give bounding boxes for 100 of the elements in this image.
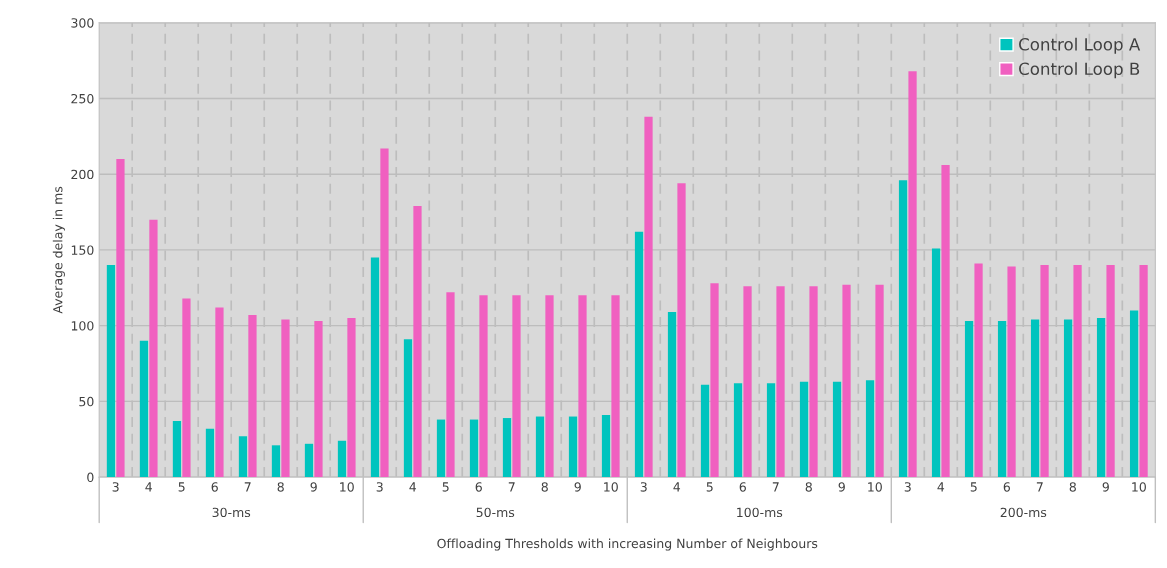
legend-label: Control Loop A xyxy=(1019,37,1141,54)
bar xyxy=(139,340,149,478)
bar xyxy=(611,295,620,478)
bar xyxy=(281,319,290,478)
x-tick-label: 8 xyxy=(805,482,812,492)
bar xyxy=(1030,319,1040,478)
x-tick-label: 6 xyxy=(739,482,746,492)
bar xyxy=(733,383,743,478)
bar xyxy=(347,318,356,478)
bar xyxy=(865,380,875,478)
bar xyxy=(149,219,158,478)
x-tick-label: 4 xyxy=(409,482,417,492)
x-tick-label: 7 xyxy=(244,482,251,492)
x-tick-label: 3 xyxy=(640,482,647,492)
x-tick-label: 9 xyxy=(838,482,845,492)
bar xyxy=(248,315,257,478)
x-tick-label: 4 xyxy=(937,482,945,492)
bar xyxy=(545,295,554,478)
bar xyxy=(832,381,842,478)
bar xyxy=(502,418,512,478)
bar xyxy=(413,205,422,478)
text: 100-ms xyxy=(737,507,783,518)
bar xyxy=(535,416,545,478)
bar xyxy=(898,180,908,478)
bar xyxy=(1139,265,1148,478)
x-tick-label: 6 xyxy=(475,482,482,492)
x-tick-label: 7 xyxy=(508,482,515,492)
bar xyxy=(512,295,521,478)
y-tick-label: 100 xyxy=(71,321,94,331)
bar xyxy=(1007,266,1016,478)
x-tick-label: 6 xyxy=(211,482,218,492)
bar xyxy=(182,298,191,478)
bar xyxy=(436,419,446,478)
x-tick-label: 4 xyxy=(145,482,152,492)
x-axis-title: Offloading Thresholds with increasing Number of Neighbours xyxy=(437,538,818,551)
x-tick-label: 5 xyxy=(442,482,449,492)
y-tick-label: 0 xyxy=(87,472,94,483)
bar xyxy=(644,116,653,478)
bar xyxy=(568,416,578,478)
bar xyxy=(314,321,323,478)
bar xyxy=(370,257,380,478)
bar xyxy=(710,283,719,478)
x-tick-label: 10 xyxy=(340,482,354,492)
bar xyxy=(799,381,809,478)
x-tick-label: 10 xyxy=(868,482,882,492)
bar xyxy=(1040,265,1049,478)
x-tick-label: 9 xyxy=(1102,482,1109,492)
x-tick-label: 5 xyxy=(178,482,185,492)
bar xyxy=(875,284,884,478)
bar xyxy=(634,231,644,478)
bar xyxy=(1063,319,1073,478)
bar xyxy=(997,321,1007,478)
bar xyxy=(215,307,224,478)
x-tick-label: 10 xyxy=(604,482,618,492)
bar xyxy=(974,263,983,478)
bar xyxy=(743,286,752,478)
bar xyxy=(1096,318,1106,478)
bar xyxy=(601,415,611,478)
x-tick-label: 6 xyxy=(1003,482,1010,492)
bar xyxy=(238,436,248,478)
bar xyxy=(380,148,389,478)
bar xyxy=(766,383,776,478)
y-tick-label: 250 xyxy=(71,93,94,104)
x-tick-label: 8 xyxy=(277,482,284,492)
x-tick-label: 10 xyxy=(1132,482,1146,492)
bar xyxy=(304,443,314,478)
x-tick-label: 3 xyxy=(904,482,911,492)
bar xyxy=(106,265,116,478)
bar xyxy=(172,421,182,478)
x-tick-label: 8 xyxy=(1069,482,1076,492)
x-tick-label: 5 xyxy=(706,482,713,492)
bar xyxy=(337,440,347,478)
bar xyxy=(667,312,677,478)
bar xyxy=(700,384,710,478)
bar xyxy=(677,183,686,478)
x-tick-label: 8 xyxy=(541,482,548,492)
bar xyxy=(931,248,941,478)
bar xyxy=(908,71,917,478)
bar xyxy=(941,165,950,478)
y-tick-label: 300 xyxy=(71,18,94,28)
bar xyxy=(479,295,488,478)
x-tick-label: 9 xyxy=(310,482,317,492)
x-tick-label: 4 xyxy=(673,482,681,492)
x-tick-label: 5 xyxy=(970,482,977,492)
x-tick-label: 3 xyxy=(376,482,383,492)
text: 200-ms xyxy=(1000,507,1047,518)
x-tick-label: 7 xyxy=(1036,482,1043,492)
bar xyxy=(469,419,479,478)
bar xyxy=(1129,310,1139,478)
bar xyxy=(842,284,851,478)
y-tick-label: 150 xyxy=(71,245,94,255)
bar xyxy=(205,428,215,478)
bar xyxy=(271,445,281,478)
bar xyxy=(964,321,974,478)
y-tick-label: 50 xyxy=(79,396,94,407)
y-tick-label: 200 xyxy=(71,169,94,180)
bar xyxy=(446,292,455,478)
bar xyxy=(116,159,125,478)
bar xyxy=(578,295,587,478)
bar xyxy=(1106,265,1115,478)
